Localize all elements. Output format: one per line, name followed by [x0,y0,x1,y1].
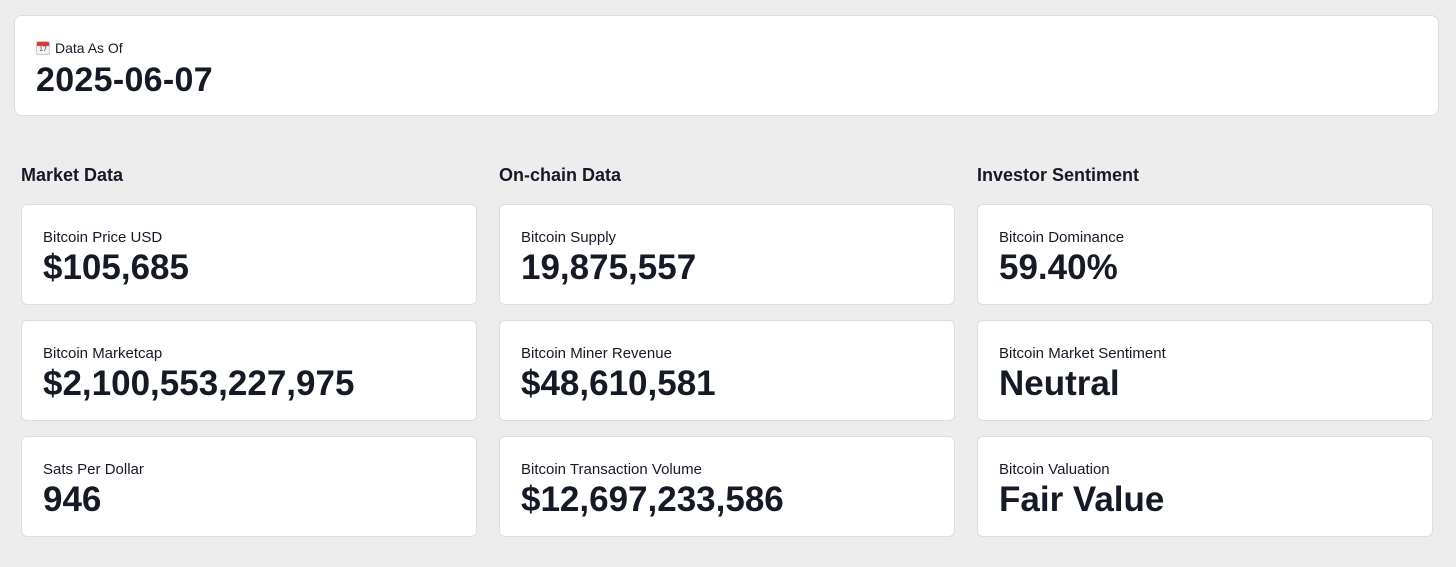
metric-value: Fair Value [999,480,1165,519]
metric-label: Sats Per Dollar [43,461,144,478]
metric-value: 59.40% [999,248,1118,287]
calendar-icon-header [37,42,49,46]
metric-value: $48,610,581 [521,364,716,403]
metric-card-bitcoin-dominance: Bitcoin Dominance 59.40% [977,204,1433,305]
data-as-of-card: 17 Data As Of 2025-06-07 [14,15,1439,116]
section-title-on-chain-data: On-chain Data [499,165,622,185]
data-as-of-date: 2025-06-07 [36,61,213,99]
metric-label: Bitcoin Price USD [43,229,163,246]
metric-card-transaction-volume: Bitcoin Transaction Volume $12,697,233,5… [499,436,955,537]
metric-value: 19,875,557 [521,248,697,287]
metric-value: Neutral [999,364,1120,403]
metric-value: $12,697,233,586 [521,480,784,519]
metric-label: Bitcoin Marketcap [43,345,163,362]
metric-value: $2,100,553,227,975 [43,364,355,403]
metric-value: $105,685 [43,248,189,287]
metric-card-sats-per-dollar: Sats Per Dollar 946 [21,436,477,537]
metric-label: Bitcoin Dominance [999,229,1125,246]
metric-card-bitcoin-price: Bitcoin Price USD $105,685 [21,204,477,305]
section-title-market-data: Market Data [21,165,124,185]
calendar-icon-day: 17 [39,46,47,53]
metric-card-market-sentiment: Bitcoin Market Sentiment Neutral [977,320,1433,421]
metric-label: Bitcoin Supply [521,229,617,246]
data-as-of-label-row: 17 Data As Of [36,40,123,56]
calendar-icon: 17 [36,41,50,55]
metric-card-bitcoin-valuation: Bitcoin Valuation Fair Value [977,436,1433,537]
data-as-of-label: Data As Of [55,40,123,56]
metric-label: Bitcoin Market Sentiment [999,345,1166,362]
metric-label: Bitcoin Transaction Volume [521,461,702,478]
metric-label: Bitcoin Miner Revenue [521,345,672,362]
metric-card-bitcoin-supply: Bitcoin Supply 19,875,557 [499,204,955,305]
metric-label: Bitcoin Valuation [999,461,1110,478]
metric-card-miner-revenue: Bitcoin Miner Revenue $48,610,581 [499,320,955,421]
metric-value: 946 [43,480,102,519]
metric-card-bitcoin-marketcap: Bitcoin Marketcap $2,100,553,227,975 [21,320,477,421]
section-title-investor-sentiment: Investor Sentiment [977,165,1140,185]
